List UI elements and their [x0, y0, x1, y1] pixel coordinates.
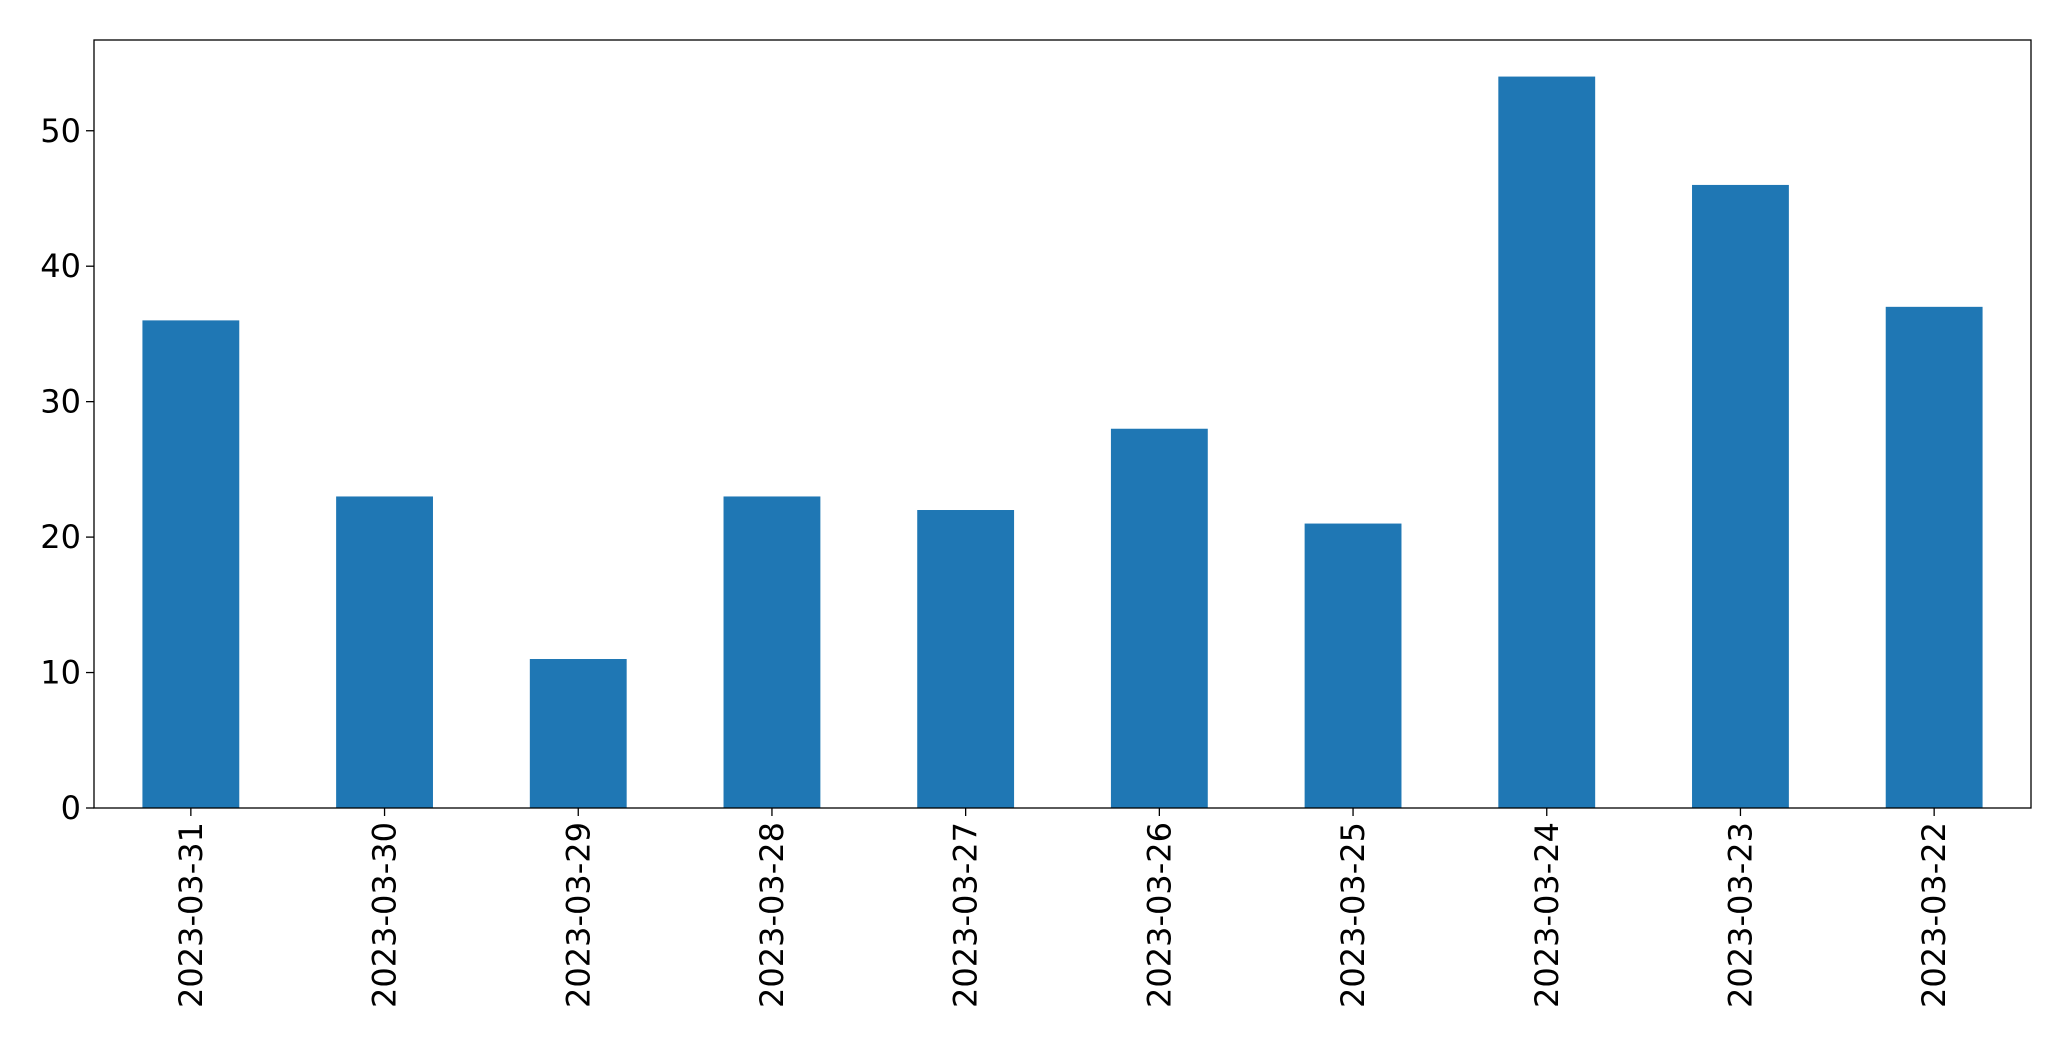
x-tick-label: 2023-03-25	[1334, 822, 1372, 1008]
x-tick-label: 2023-03-23	[1721, 822, 1759, 1008]
bar	[723, 496, 821, 808]
bar	[336, 496, 433, 808]
x-tick-label: 2023-03-30	[366, 822, 404, 1008]
y-tick-label: 20	[40, 518, 81, 556]
bar	[142, 320, 240, 808]
bar	[917, 510, 1015, 808]
x-tick-label: 2023-03-29	[559, 822, 597, 1008]
x-tick-label: 2023-03-22	[1915, 822, 1953, 1008]
y-tick-label: 40	[40, 247, 81, 285]
bar	[529, 659, 627, 808]
plot-frame	[93, 39, 2032, 809]
y-tick-label: 30	[40, 383, 81, 421]
x-tick-label: 2023-03-26	[1140, 822, 1178, 1008]
bar	[1885, 306, 1983, 808]
x-tick-label: 2023-03-27	[947, 822, 985, 1008]
y-tick-label: 0	[61, 789, 81, 827]
y-tick-label: 10	[40, 654, 81, 692]
x-tick-label: 2023-03-31	[172, 822, 210, 1008]
bar	[1498, 76, 1596, 809]
bar	[1110, 428, 1208, 808]
y-tick-label: 50	[40, 112, 81, 150]
x-tick-label: 2023-03-28	[753, 822, 791, 1008]
bar	[1304, 523, 1402, 808]
x-tick-label: 2023-03-24	[1528, 822, 1566, 1008]
bar	[1692, 184, 1789, 808]
